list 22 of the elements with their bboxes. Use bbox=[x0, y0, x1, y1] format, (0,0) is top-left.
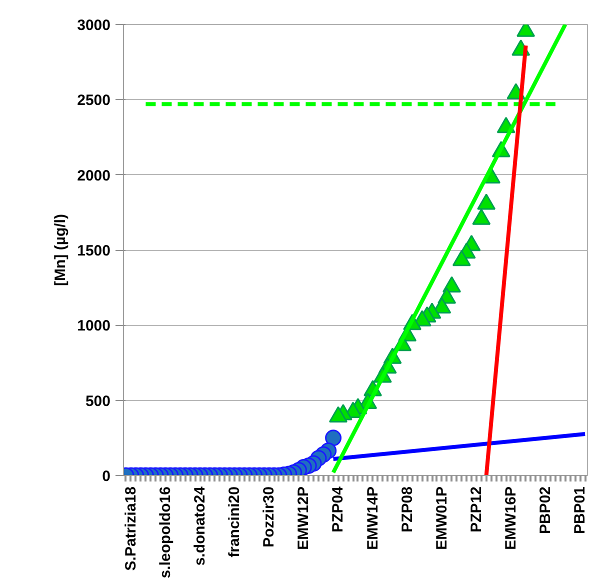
y-tick-label: 1500 bbox=[77, 242, 111, 260]
x-tick-label: EMW12P bbox=[295, 486, 312, 550]
x-tick-label: s.donato24 bbox=[192, 486, 209, 566]
x-tick-label: PZP12 bbox=[468, 486, 485, 532]
x-tick-label: PZP08 bbox=[398, 486, 416, 532]
y-tick-label: 0 bbox=[102, 468, 110, 485]
x-tick-label: S.Patrizia18 bbox=[122, 486, 140, 571]
x-tick-label: PBP02 bbox=[537, 486, 554, 534]
y-tick-label: 2500 bbox=[77, 92, 111, 110]
x-tick-label: EMW16P bbox=[502, 486, 520, 550]
y-axis-title: [Mn] (µg/l) bbox=[52, 214, 70, 286]
x-tick-label: EMW14P bbox=[364, 486, 382, 550]
x-tick-label: PBP01 bbox=[572, 486, 589, 534]
y-tick-label: 1000 bbox=[77, 318, 111, 335]
x-tick-label: EMW01P bbox=[433, 486, 450, 550]
x-tick-label: francini20 bbox=[226, 486, 244, 558]
x-tick-label: s.leopoldo16 bbox=[156, 486, 174, 578]
y-tick-label: 3000 bbox=[77, 17, 111, 34]
x-tick-label: PZP04 bbox=[330, 486, 347, 532]
y-tick-label: 2000 bbox=[77, 167, 111, 184]
x-tick-label: Pozzir30 bbox=[260, 486, 278, 548]
y-tick-label: 500 bbox=[85, 392, 111, 410]
